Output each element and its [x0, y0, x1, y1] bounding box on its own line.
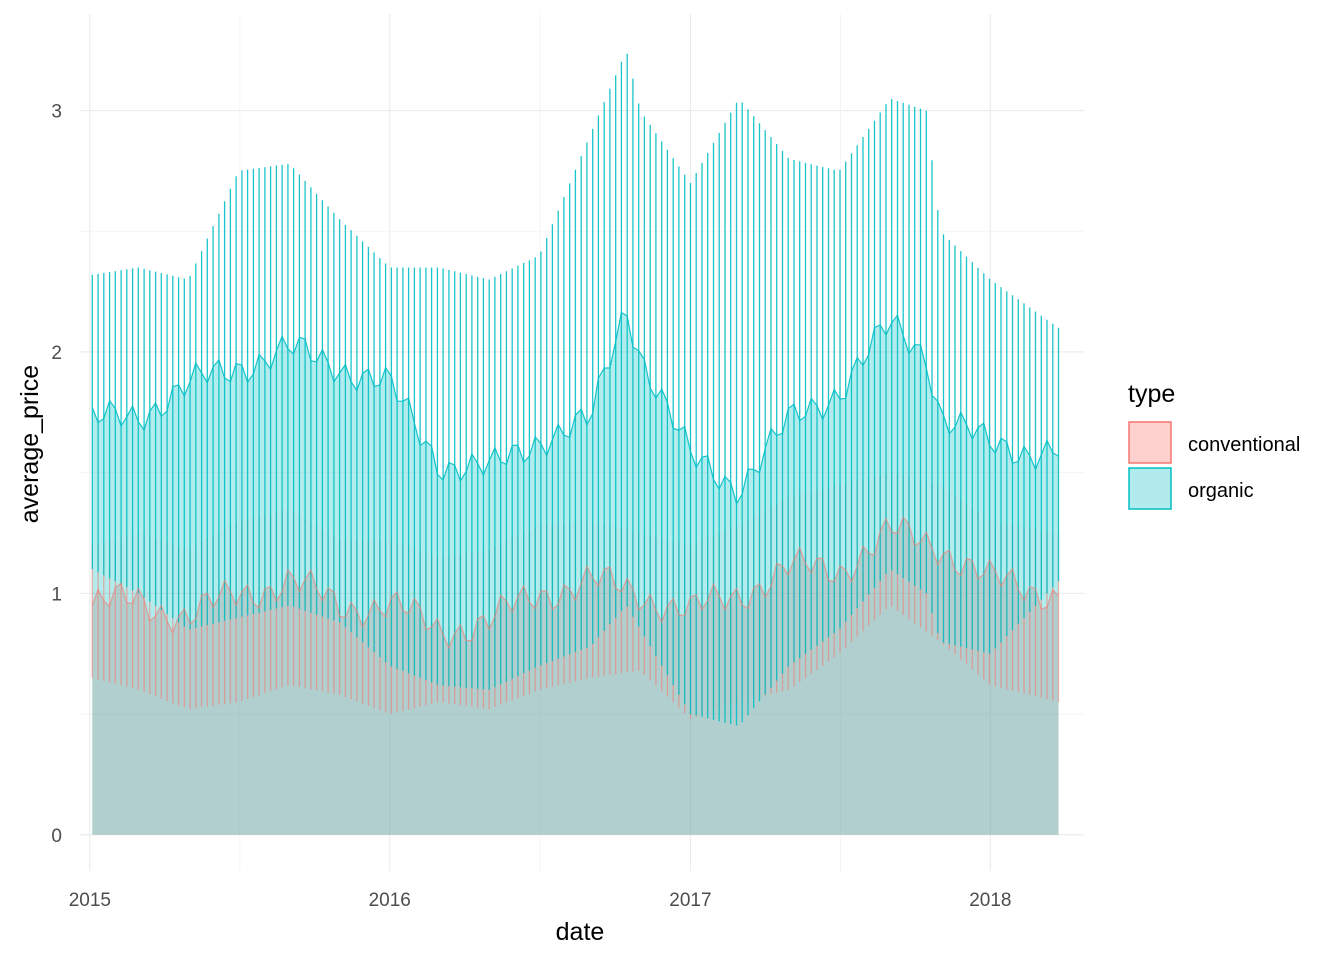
x-tick-label: 2017: [669, 890, 711, 911]
legend-label-conventional: conventional: [1188, 434, 1300, 456]
legend-title: type: [1128, 380, 1175, 408]
y-tick-label: 1: [51, 584, 62, 605]
y-tick-label: 2: [51, 343, 62, 364]
y-axis-ticks: 0 1 2 3: [51, 102, 62, 847]
series-organic-line: [91, 311, 1059, 506]
x-tick-label: 2015: [69, 890, 111, 911]
legend-label-organic: organic: [1188, 480, 1254, 502]
y-tick-label: 0: [51, 826, 62, 847]
x-axis-title: date: [556, 918, 605, 946]
series-conventional-line: [91, 516, 1059, 650]
legend-key-organic: [1128, 467, 1172, 510]
x-axis-ticks: 2015 2016 2017 2018: [69, 890, 1012, 911]
plot-area: [91, 53, 1060, 835]
x-tick-label: 2016: [369, 890, 411, 911]
y-axis-title: average_price: [16, 365, 44, 523]
y-tick-label: 3: [51, 102, 62, 123]
legend: type conventional organic: [1128, 380, 1300, 510]
x-tick-label: 2018: [969, 890, 1011, 911]
legend-key-conventional: [1128, 421, 1172, 464]
